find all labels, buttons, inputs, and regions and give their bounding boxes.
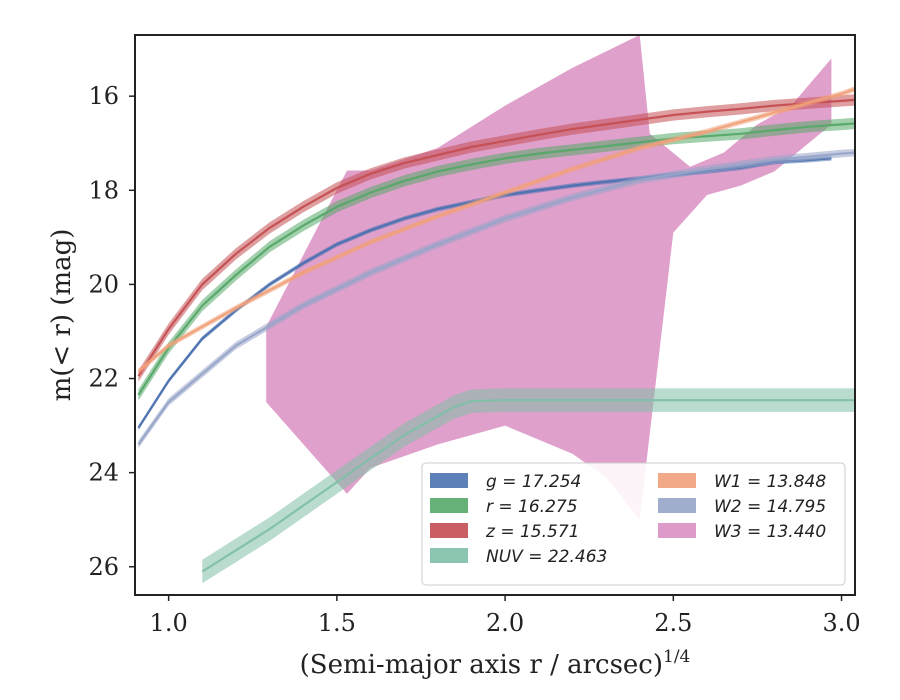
legend-entries: g = 17.254 r = 16.275 z = 15.571 NUV = 22.4… xyxy=(430,472,826,567)
legend: g = 17.254 r = 16.275 z = 15.571 NUV = 22.4… xyxy=(421,462,846,586)
legend-label: z = 15.571 xyxy=(485,522,579,542)
y-tick-label: 24 xyxy=(88,459,119,487)
legend-swatch xyxy=(658,473,696,488)
x-tick-label: 1.5 xyxy=(318,609,356,637)
legend-swatch xyxy=(430,523,468,538)
y-axis-label: m(< r) (mag) xyxy=(47,229,77,402)
z-line xyxy=(137,98,855,377)
legend-label: W3 = 13.440 xyxy=(714,522,826,542)
x-tick-label: 3.0 xyxy=(822,609,860,637)
legend-label: r = 16.275 xyxy=(486,497,578,517)
ticks-layer: 1.0 1.5 2.0 2.5 3.0 16 18 20 22 24 26 xyxy=(88,82,860,637)
y-tick-label: 26 xyxy=(88,553,119,581)
x-axis-label-text: (Semi-major axis r / arcsec) xyxy=(300,650,663,680)
legend-label: NUV = 22.463 xyxy=(486,547,607,567)
w3-band xyxy=(266,35,832,520)
x-tick-label: 2.5 xyxy=(654,609,692,637)
data-layer xyxy=(137,35,855,584)
plot-frame xyxy=(134,34,856,596)
legend-label: W1 = 13.848 xyxy=(714,472,826,492)
w1-line xyxy=(137,88,855,373)
legend-swatch xyxy=(658,523,696,538)
x-axis-label-exponent: 1/4 xyxy=(663,647,690,667)
legend-swatch xyxy=(430,498,468,513)
y-tick-label: 22 xyxy=(88,365,119,393)
legend-swatch xyxy=(430,548,468,563)
legend-box xyxy=(421,462,846,586)
y-tick-label: 16 xyxy=(88,82,119,110)
x-tick-label: 1.0 xyxy=(150,609,188,637)
legend-label: g = 17.254 xyxy=(486,472,581,492)
x-axis-label: (Semi-major axis r / arcsec)1/4 xyxy=(300,647,691,680)
y-tick-label: 20 xyxy=(88,270,119,298)
legend-swatch xyxy=(658,498,696,513)
legend-swatch xyxy=(430,473,468,488)
x-tick-label: 2.0 xyxy=(486,609,524,637)
legend-label: W2 = 14.795 xyxy=(714,497,826,517)
y-tick-label: 18 xyxy=(88,176,119,204)
r-line xyxy=(137,122,855,396)
nuv-line xyxy=(201,399,855,573)
w2-line xyxy=(137,151,855,446)
